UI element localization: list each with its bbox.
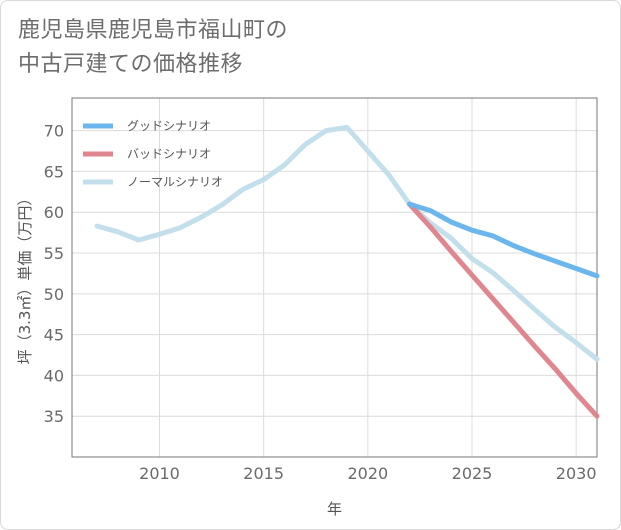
- series-lines: [94, 124, 600, 419]
- y-tick-label: 45: [44, 326, 64, 345]
- y-tick-label: 60: [44, 203, 64, 222]
- series-line-2: [407, 201, 600, 419]
- chart-title: 鹿児島県鹿児島市福山町の 中古戸建ての価格推移: [18, 14, 538, 82]
- y-tick-label: 65: [44, 162, 64, 181]
- y-tick-label: 55: [44, 244, 64, 263]
- x-tick-labels: 2010 2015 2020 2025 2030: [139, 464, 596, 483]
- series-line-3: [94, 124, 600, 362]
- y-tick-labels: 35 40 45 50 55 60 65 70: [44, 122, 64, 427]
- y-tick-label: 35: [44, 407, 64, 426]
- y-tick-label: 50: [44, 285, 64, 304]
- legend-label: バッドシナリオ: [127, 147, 211, 161]
- y-tick-label: 70: [44, 122, 64, 141]
- y-tick-label: 40: [44, 366, 64, 385]
- legend-label: グッドシナリオ: [127, 119, 211, 133]
- x-tick-label: 2015: [243, 464, 284, 483]
- x-axis-label: 年: [327, 500, 342, 518]
- x-tick-label: 2025: [452, 464, 493, 483]
- series-line-1: [407, 201, 600, 279]
- x-tick-label: 2030: [556, 464, 597, 483]
- chart-title-line-1: 鹿児島県鹿児島市福山町の: [18, 18, 289, 43]
- x-tick-label: 2010: [139, 464, 180, 483]
- chart-title-line-2: 中古戸建ての価格推移: [18, 52, 244, 77]
- y-axis-label: 坪（3.3㎡）単価（万円）: [16, 191, 34, 365]
- legend-label: ノーマルシナリオ: [127, 175, 223, 189]
- x-tick-label: 2020: [347, 464, 388, 483]
